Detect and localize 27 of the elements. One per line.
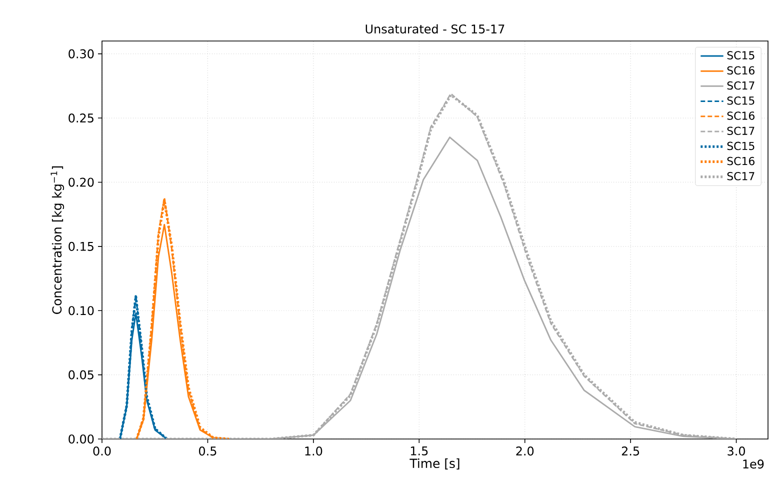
legend-label: SC16	[727, 156, 754, 166]
legend-label: SC16	[727, 112, 754, 120]
legend-label: SC15	[727, 142, 754, 150]
x-tick-label: 1.5	[410, 446, 428, 456]
x-tick-label: 0.0	[93, 446, 111, 456]
y-axis-title: Concentration [kg kg$^{−1}$]	[50, 166, 64, 314]
x-tick-label: 0.5	[198, 446, 216, 456]
y-tick-label: 0.15	[68, 242, 94, 251]
y-tick-label: 0.30	[68, 49, 94, 58]
y-tick-label: 0.20	[68, 178, 94, 187]
text: 1e9	[743, 460, 764, 469]
x-tick-label: 1.0	[305, 446, 322, 456]
x-tick-label: 3.0	[728, 446, 746, 456]
legend-label: SC15	[727, 51, 754, 60]
x-tick-label: 2.0	[516, 446, 534, 456]
y-tick-label: 0.10	[68, 306, 94, 316]
y-tick-label: 0.00	[68, 434, 94, 444]
legend-label: SC17	[727, 81, 754, 90]
x-tick-label: 2.5	[622, 446, 640, 456]
legend-label: SC17	[727, 126, 754, 135]
legend-label: SC17	[727, 172, 754, 180]
legend-label: SC15	[727, 96, 754, 105]
y-tick-label: 0.05	[68, 370, 94, 380]
legend-label: SC16	[727, 66, 754, 75]
x-axis-title: Time [s]	[410, 458, 460, 470]
y-tick-label: 0.25	[68, 114, 94, 123]
chart-title: Unsaturated - SC 15-17	[366, 24, 504, 34]
